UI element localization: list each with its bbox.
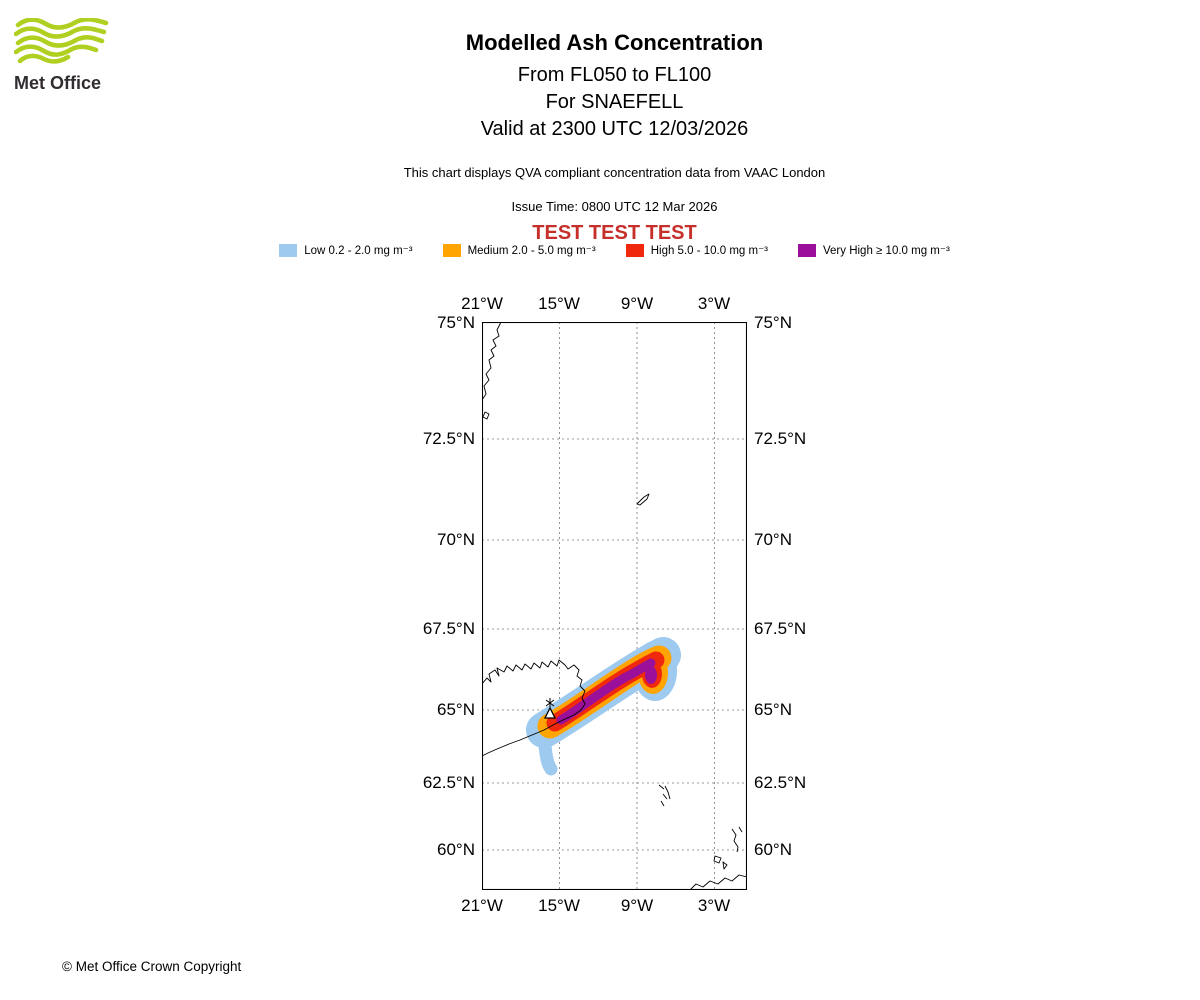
lat-label-left-72-5n: 72.5°N [422, 429, 475, 448]
legend-swatch-very-high-icon [797, 243, 816, 257]
lat-label-left-65n: 65°N [437, 700, 475, 719]
coast-greenland [482, 322, 502, 401]
legend-item-high: High 5.0 - 10.0 mg m⁻³ [625, 243, 768, 257]
legend-label-medium: Medium 2.0 - 5.0 mg m⁻³ [467, 245, 596, 257]
legend-swatch-high-icon [625, 243, 644, 257]
lat-label-right-72-5n: 72.5°N [754, 429, 807, 448]
graticule-grid [482, 322, 747, 890]
lat-label-right-67-5n: 67.5°N [754, 619, 807, 638]
issue-time: Issue Time: 0800 UTC 12 Mar 2026 [511, 199, 718, 214]
logo-waves-icon [13, 17, 109, 64]
page-title: Modelled Ash Concentration [465, 30, 764, 55]
coast-shetland [731, 826, 743, 853]
qva-compliance-note: This chart displays QVA compliant concen… [403, 165, 826, 180]
plume-very-high-bulge [645, 666, 657, 684]
lat-label-left-75n: 75°N [437, 313, 475, 332]
coast-jan-mayen [636, 493, 650, 506]
lat-label-right-70n: 70°N [754, 530, 792, 549]
logo-text: Met Office [14, 73, 102, 93]
coast-orkney [713, 855, 728, 870]
legend: Low 0.2 - 2.0 mg m⁻³ Medium 2.0 - 5.0 mg… [29, 243, 1200, 262]
lon-label-bottom-3w: 3°W [697, 896, 731, 915]
map-border [482, 322, 747, 890]
lon-label-top-9w: 9°W [620, 294, 654, 313]
legend-swatch-low-icon [279, 243, 298, 257]
copyright-notice: © Met Office Crown Copyright [62, 959, 242, 974]
lat-label-right-65n: 65°N [754, 700, 792, 719]
ash-plume [526, 637, 681, 776]
legend-label-high: High 5.0 - 10.0 mg m⁻³ [650, 245, 768, 257]
lon-label-top-3w: 3°W [697, 294, 731, 313]
coastlines [482, 322, 747, 890]
legend-item-low: Low 0.2 - 2.0 mg m⁻³ [279, 243, 413, 257]
legend-item-very-high: Very High ≥ 10.0 mg m⁻³ [797, 243, 950, 257]
coast-greenland-islet [482, 411, 490, 420]
flight-level-range: From FL050 to FL100 [517, 64, 712, 86]
plume-low-tail [537, 731, 558, 776]
lat-label-right-75n: 75°N [754, 313, 792, 332]
met-office-logo: Met Office [13, 17, 124, 94]
lat-label-right-62-5n: 62.5°N [754, 773, 807, 792]
lon-label-top-21w: 21°W [461, 294, 503, 313]
plume-very-high-band [556, 658, 656, 725]
lat-label-left-60n: 60°N [437, 840, 475, 859]
test-banner: TEST TEST TEST [532, 222, 697, 244]
lon-label-bottom-21w: 21°W [461, 896, 503, 915]
volcano-marker [543, 698, 557, 719]
lon-label-bottom-9w: 9°W [620, 896, 654, 915]
legend-label-very-high: Very High ≥ 10.0 mg m⁻³ [822, 245, 950, 257]
ash-concentration-map [482, 322, 747, 890]
lon-label-bottom-15w: 15°W [538, 896, 580, 915]
lat-label-left-67-5n: 67.5°N [422, 619, 475, 638]
lat-label-left-62-5n: 62.5°N [422, 773, 475, 792]
lat-label-left-70n: 70°N [437, 530, 475, 549]
coast-scotland [689, 874, 747, 890]
legend-item-medium: Medium 2.0 - 5.0 mg m⁻³ [442, 243, 596, 257]
lat-label-right-60n: 60°N [754, 840, 792, 859]
coast-faroes [658, 784, 671, 807]
legend-swatch-medium-icon [442, 243, 461, 257]
lon-label-top-15w: 15°W [538, 294, 580, 313]
coast-iceland [482, 659, 586, 757]
legend-label-low: Low 0.2 - 2.0 mg m⁻³ [304, 245, 413, 257]
valid-time: Valid at 2300 UTC 12/03/2026 [480, 118, 749, 140]
volcano-name: For SNAEFELL [545, 91, 684, 113]
header: Modelled Ash Concentration From FL050 to… [29, 30, 1200, 245]
